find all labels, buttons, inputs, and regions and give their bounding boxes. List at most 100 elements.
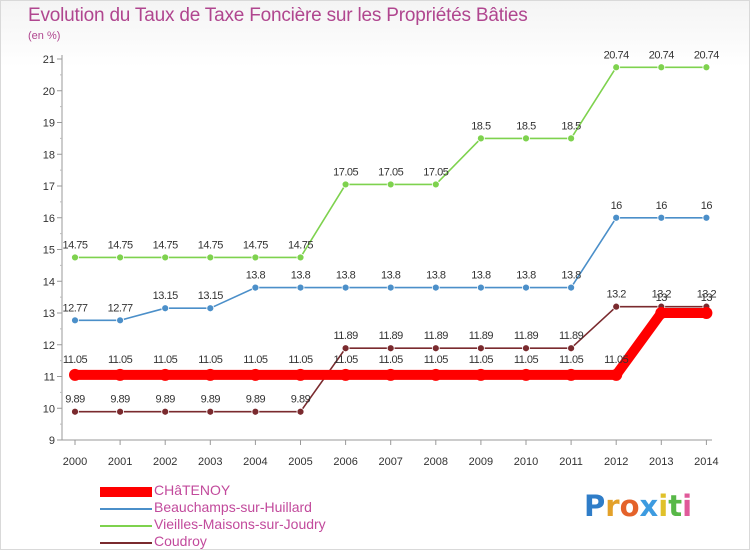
y-tick-label: 14 [43, 276, 55, 288]
data-point [612, 63, 621, 72]
data-label: 11.05 [153, 354, 178, 366]
y-tick-label: 19 [43, 118, 55, 130]
data-label: 13.8 [516, 270, 536, 282]
x-tick-label: 2005 [288, 456, 312, 468]
data-point [69, 368, 81, 381]
data-point [522, 283, 530, 292]
data-label: 11.89 [379, 330, 404, 342]
data-label: 11.05 [604, 354, 629, 366]
data-label: 11.05 [243, 354, 268, 366]
data-label: 11.05 [424, 354, 449, 366]
data-label: 12.77 [62, 302, 87, 314]
x-tick-label: 2006 [333, 456, 357, 468]
data-point [116, 407, 124, 416]
x-tick-label: 2000 [63, 456, 87, 468]
data-label: 11.89 [469, 330, 494, 342]
data-point [114, 368, 127, 381]
data-point [386, 180, 395, 189]
y-tick-label: 20 [43, 86, 55, 98]
logo-letter: r [605, 489, 620, 523]
data-point [476, 134, 485, 143]
data-label: 13.15 [153, 290, 178, 302]
data-label: 14.75 [198, 239, 223, 251]
data-point [116, 253, 124, 262]
data-label: 17.05 [333, 166, 358, 178]
data-point [204, 368, 217, 381]
legend-swatch-chatenoy [100, 486, 152, 497]
data-point [296, 283, 305, 292]
data-point [116, 316, 124, 325]
data-point [567, 344, 575, 353]
legend-swatch-beauchamps [100, 507, 152, 510]
data-label: 17.05 [378, 166, 403, 178]
data-point [474, 368, 487, 381]
data-label: 14.75 [243, 239, 268, 251]
data-point [249, 368, 262, 381]
data-label: 17.05 [423, 166, 448, 178]
data-point [610, 368, 623, 381]
data-point [567, 134, 575, 143]
x-tick-label: 2014 [694, 456, 718, 468]
data-label: 9.89 [246, 394, 266, 406]
data-label: 11.89 [559, 330, 584, 342]
data-label: 13.8 [426, 270, 446, 282]
data-point [251, 253, 260, 262]
y-tick-label: 13 [43, 308, 55, 320]
data-label: 11.05 [379, 354, 404, 366]
data-point [612, 213, 621, 222]
chart-title: Evolution du Taux de Taxe Foncière sur l… [28, 5, 528, 26]
data-label: 13.8 [336, 270, 356, 282]
data-point [702, 213, 711, 222]
data-label: 13.8 [471, 270, 491, 282]
data-label: 18.5 [516, 120, 536, 132]
data-label: 16 [611, 200, 623, 212]
data-label: 13.8 [381, 270, 401, 282]
data-point [71, 253, 79, 262]
data-point [565, 368, 578, 381]
y-tick-label: 15 [43, 245, 55, 257]
data-label: 13.2 [652, 289, 672, 301]
data-label: 13 [701, 292, 713, 304]
logo-letter: P [584, 489, 606, 523]
logo-letter: x [639, 489, 659, 523]
x-tick-label: 2009 [469, 456, 493, 468]
data-label: 11.89 [424, 330, 449, 342]
y-tick-label: 10 [43, 403, 55, 415]
data-label: 9.89 [291, 394, 311, 406]
data-point [251, 283, 260, 292]
legend-label-beauchamps: Beauchamps-sur-Huillard [154, 499, 312, 515]
data-point [296, 407, 305, 416]
data-label: 9.89 [201, 394, 221, 406]
data-label: 9.89 [65, 394, 85, 406]
data-label: 9.89 [155, 394, 175, 406]
data-point [702, 63, 711, 72]
data-point [339, 368, 352, 381]
data-label: 11.89 [514, 330, 539, 342]
x-tick-label: 2007 [378, 456, 402, 468]
legend-swatch-coudroy [100, 541, 152, 544]
legend-label-vieilles-maisons: Vieilles-Maisons-sur-Joudry [154, 516, 326, 532]
y-tick-label: 18 [43, 149, 55, 161]
data-label: 20.74 [604, 49, 629, 61]
data-label: 11.05 [198, 354, 223, 366]
data-label: 14.75 [108, 239, 133, 251]
data-point [341, 180, 350, 189]
data-label: 9.89 [110, 394, 130, 406]
data-label: 11.05 [333, 354, 358, 366]
data-point [341, 344, 350, 353]
data-point [657, 63, 666, 72]
x-tick-label: 2003 [198, 456, 222, 468]
data-label: 13.8 [246, 270, 266, 282]
data-label: 13.2 [697, 289, 717, 301]
x-tick-label: 2010 [514, 456, 538, 468]
logo-letter: i [682, 489, 693, 523]
proxiti-logo: Proxiti [584, 489, 692, 523]
data-point [206, 253, 215, 262]
x-tick-label: 2012 [604, 456, 628, 468]
y-tick-label: 17 [43, 181, 55, 193]
data-point [251, 407, 260, 416]
series-line-2 [74, 66, 708, 259]
data-label: 11.05 [288, 354, 313, 366]
data-label: 13.15 [198, 290, 223, 302]
